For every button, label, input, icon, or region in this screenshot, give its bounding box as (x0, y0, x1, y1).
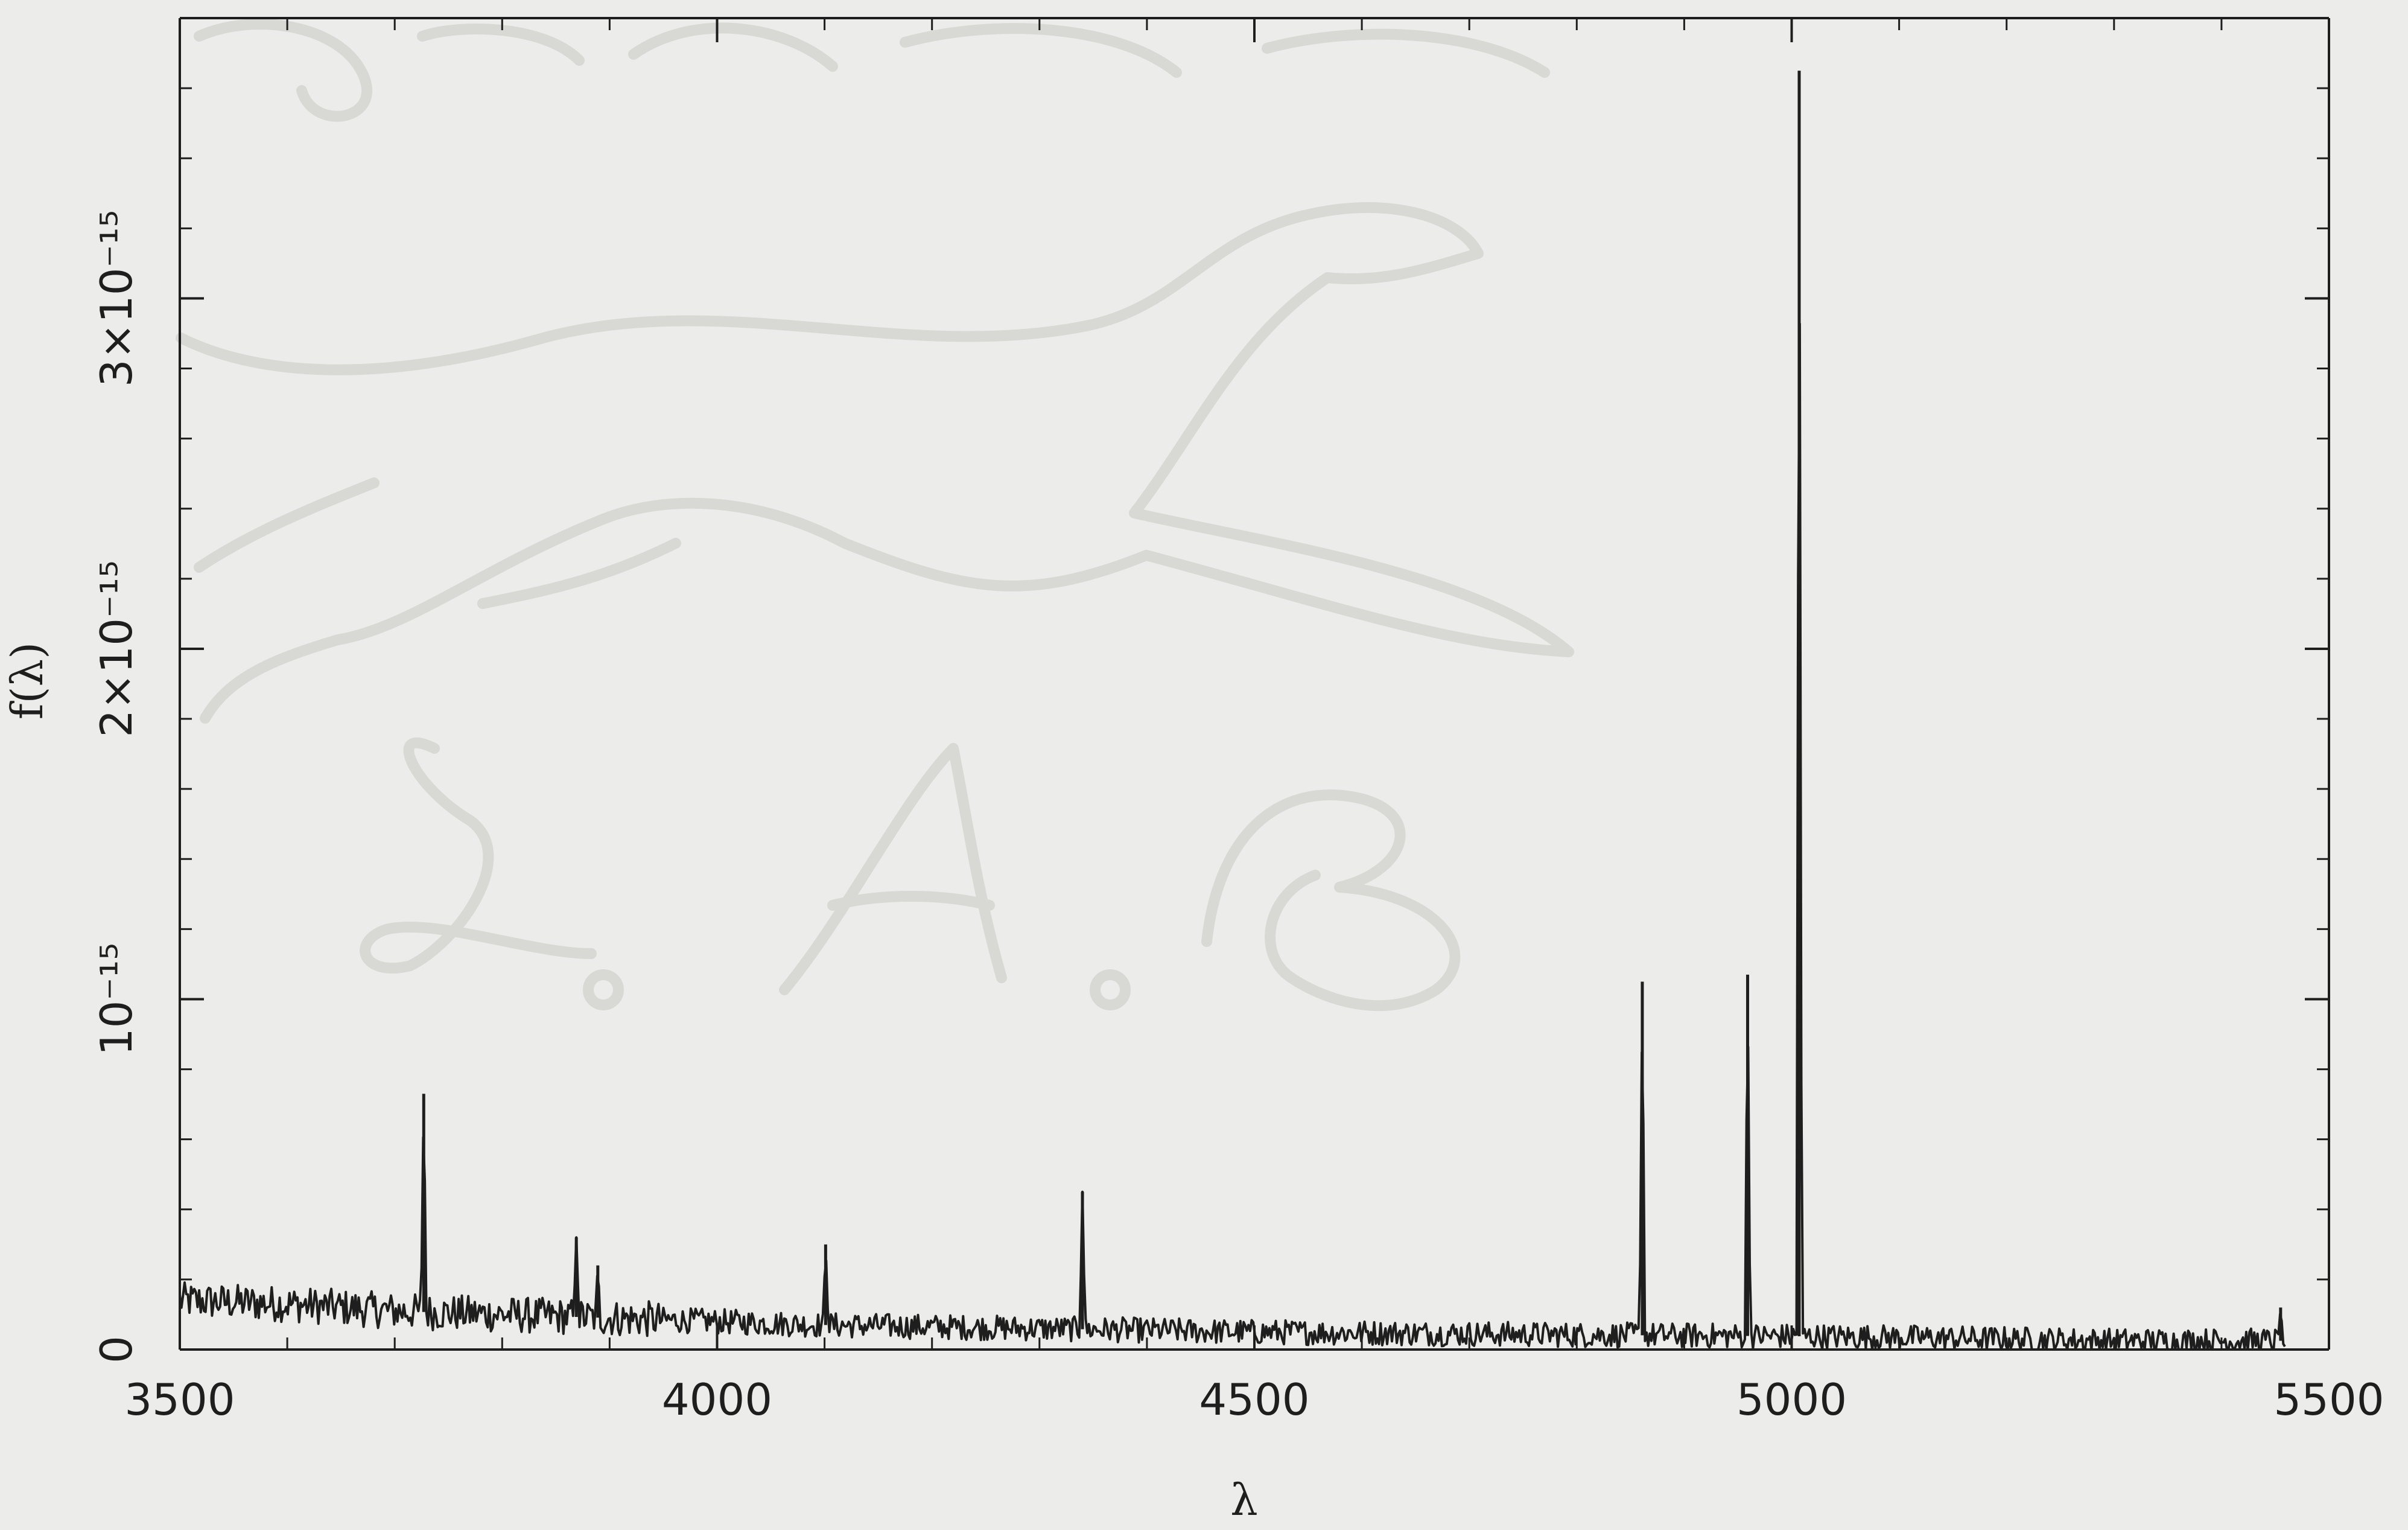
x-axis-ticks: 3500 4000 4500 5000 5500 (124, 18, 2384, 1425)
spectrum-line (179, 322, 2286, 1351)
x-tick-label: 5500 (2273, 1374, 2384, 1425)
y-tick-label: 10⁻¹⁵ (91, 943, 142, 1056)
y-tick-label: 0 (91, 1336, 142, 1363)
y-axis-label: f(λ) (2, 642, 52, 719)
watermark (176, 19, 1574, 1012)
plot-frame (179, 17, 2330, 1351)
x-tick-label: 4000 (662, 1374, 772, 1425)
y-tick-label: 3×10⁻¹⁵ (91, 210, 142, 387)
x-tick-label: 4500 (1199, 1374, 1309, 1425)
x-axis-label: λ (1230, 1474, 1258, 1525)
spectrum-series (179, 71, 2286, 1351)
minor-ticks (180, 18, 2329, 1350)
y-tick-label: 2×10⁻¹⁵ (91, 560, 142, 737)
x-tick-label: 5000 (1736, 1374, 1847, 1425)
y-axis-ticks: 0 10⁻¹⁵ 2×10⁻¹⁵ 3×10⁻¹⁵ (91, 210, 2329, 1363)
x-tick-label: 3500 (124, 1374, 235, 1425)
